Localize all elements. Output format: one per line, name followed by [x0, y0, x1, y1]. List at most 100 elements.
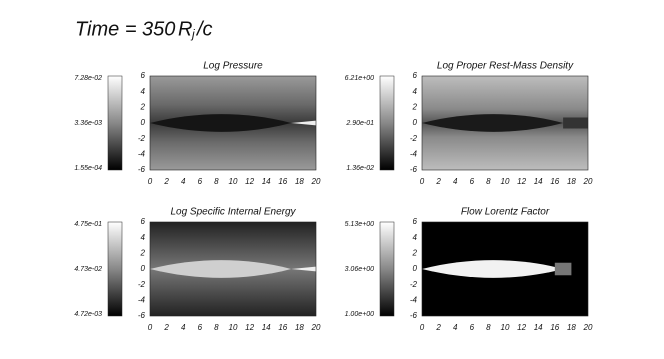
y-tick-label: -2: [138, 134, 146, 143]
x-tick-label: 14: [262, 323, 271, 332]
colorbar-label: 6.21e+00: [345, 75, 374, 82]
x-tick-label: 2: [163, 177, 169, 186]
colorbar-label: 3.06e+00: [345, 266, 374, 273]
figure-title: Time = 350: [75, 18, 175, 40]
jet-lens: [422, 114, 564, 132]
image-frame: [149, 221, 317, 317]
x-tick-label: 12: [517, 323, 526, 332]
y-tick-label: -4: [410, 149, 418, 158]
x-tick-label: 10: [229, 177, 238, 186]
x-tick-label: 4: [181, 177, 186, 186]
colorbar: [107, 75, 123, 171]
y-tick-label: 2: [412, 248, 418, 257]
panel-title: Flow Lorentz Factor: [461, 207, 550, 218]
x-tick-label: 10: [501, 323, 510, 332]
colorbar-label: 4.72e-03: [74, 311, 102, 318]
colorbar-label: 4.75e-01: [74, 221, 102, 228]
panel-title: Log Specific Internal Energy: [170, 207, 296, 218]
x-tick-label: 4: [453, 323, 458, 332]
panel-title: Log Pressure: [203, 61, 263, 72]
image-frame: [421, 75, 589, 171]
y-tick-label: -6: [138, 165, 146, 174]
x-tick-label: 2: [435, 177, 441, 186]
colorbar: [379, 221, 395, 317]
y-tick-label: -4: [138, 149, 146, 158]
y-tick-label: -6: [410, 165, 418, 174]
x-tick-label: 0: [420, 323, 425, 332]
colorbar-label: 1.00e+00: [345, 311, 374, 318]
x-tick-label: 8: [486, 177, 491, 186]
x-tick-label: 8: [214, 323, 219, 332]
colorbar-label: 1.36e-02: [346, 165, 374, 172]
x-tick-label: 0: [148, 323, 153, 332]
y-tick-label: -6: [410, 311, 418, 320]
x-tick-label: 18: [295, 323, 304, 332]
x-tick-label: 6: [470, 323, 475, 332]
y-tick-label: -4: [410, 295, 418, 304]
y-tick-label: 0: [413, 118, 418, 127]
x-tick-label: 0: [148, 177, 153, 186]
y-tick-label: 2: [412, 102, 418, 111]
y-tick-label: 6: [141, 71, 146, 80]
colorbar: [379, 75, 395, 171]
y-tick-label: 6: [413, 71, 418, 80]
panel-title: Log Proper Rest-Mass Density: [437, 61, 574, 72]
x-tick-label: 18: [567, 177, 576, 186]
x-tick-label: 20: [583, 323, 593, 332]
y-tick-label: -2: [138, 280, 146, 289]
y-tick-label: -4: [138, 295, 146, 304]
x-tick-label: 10: [229, 323, 238, 332]
x-tick-label: 6: [470, 177, 475, 186]
y-tick-label: 2: [140, 248, 146, 257]
x-tick-label: 2: [163, 323, 169, 332]
x-tick-label: 12: [245, 177, 254, 186]
y-tick-label: -2: [410, 280, 418, 289]
unit-tail: /c: [195, 18, 213, 40]
y-tick-label: 4: [413, 87, 418, 96]
y-tick-label: 2: [140, 102, 146, 111]
x-tick-label: 16: [278, 323, 287, 332]
y-tick-label: 6: [413, 217, 418, 226]
jet-lens: [422, 260, 564, 278]
image-frame: [421, 221, 589, 317]
y-tick-label: 0: [413, 264, 418, 273]
x-tick-label: 20: [311, 177, 321, 186]
y-tick-label: -6: [138, 311, 146, 320]
x-tick-label: 14: [534, 177, 543, 186]
x-tick-label: 20: [311, 323, 321, 332]
colorbar: [107, 221, 123, 317]
x-tick-label: 14: [534, 323, 543, 332]
y-tick-label: 0: [141, 118, 146, 127]
y-tick-label: 6: [141, 217, 146, 226]
x-tick-label: 8: [214, 177, 219, 186]
jet-tail: [291, 266, 316, 272]
y-tick-label: 4: [141, 233, 146, 242]
x-tick-label: 10: [501, 177, 510, 186]
y-tick-label: 4: [413, 233, 418, 242]
colorbar-label: 5.13e+00: [345, 221, 374, 228]
x-tick-label: 0: [420, 177, 425, 186]
y-tick-label: 0: [141, 264, 146, 273]
x-tick-label: 14: [262, 177, 271, 186]
x-tick-label: 4: [453, 177, 458, 186]
colorbar-label: 4.73e-02: [74, 266, 102, 273]
colorbar-label: 1.55e-04: [74, 165, 102, 172]
jet-tail: [291, 120, 316, 126]
image-frame: [149, 75, 317, 171]
jet-lens: [150, 260, 292, 278]
colorbar-label: 7.28e-02: [74, 75, 102, 82]
colorbar-label: 2.90e-01: [345, 120, 374, 127]
jet-tail: [563, 117, 588, 129]
jet-tail: [554, 262, 572, 276]
unit-sub: j: [190, 27, 195, 41]
colorbar-label: 3.36e-03: [74, 120, 102, 127]
x-tick-label: 6: [198, 177, 203, 186]
y-tick-label: 4: [141, 87, 146, 96]
unit: R: [178, 18, 192, 40]
x-tick-label: 4: [181, 323, 186, 332]
x-tick-label: 6: [198, 323, 203, 332]
x-tick-label: 16: [550, 177, 559, 186]
x-tick-label: 18: [567, 323, 576, 332]
x-tick-label: 8: [486, 323, 491, 332]
